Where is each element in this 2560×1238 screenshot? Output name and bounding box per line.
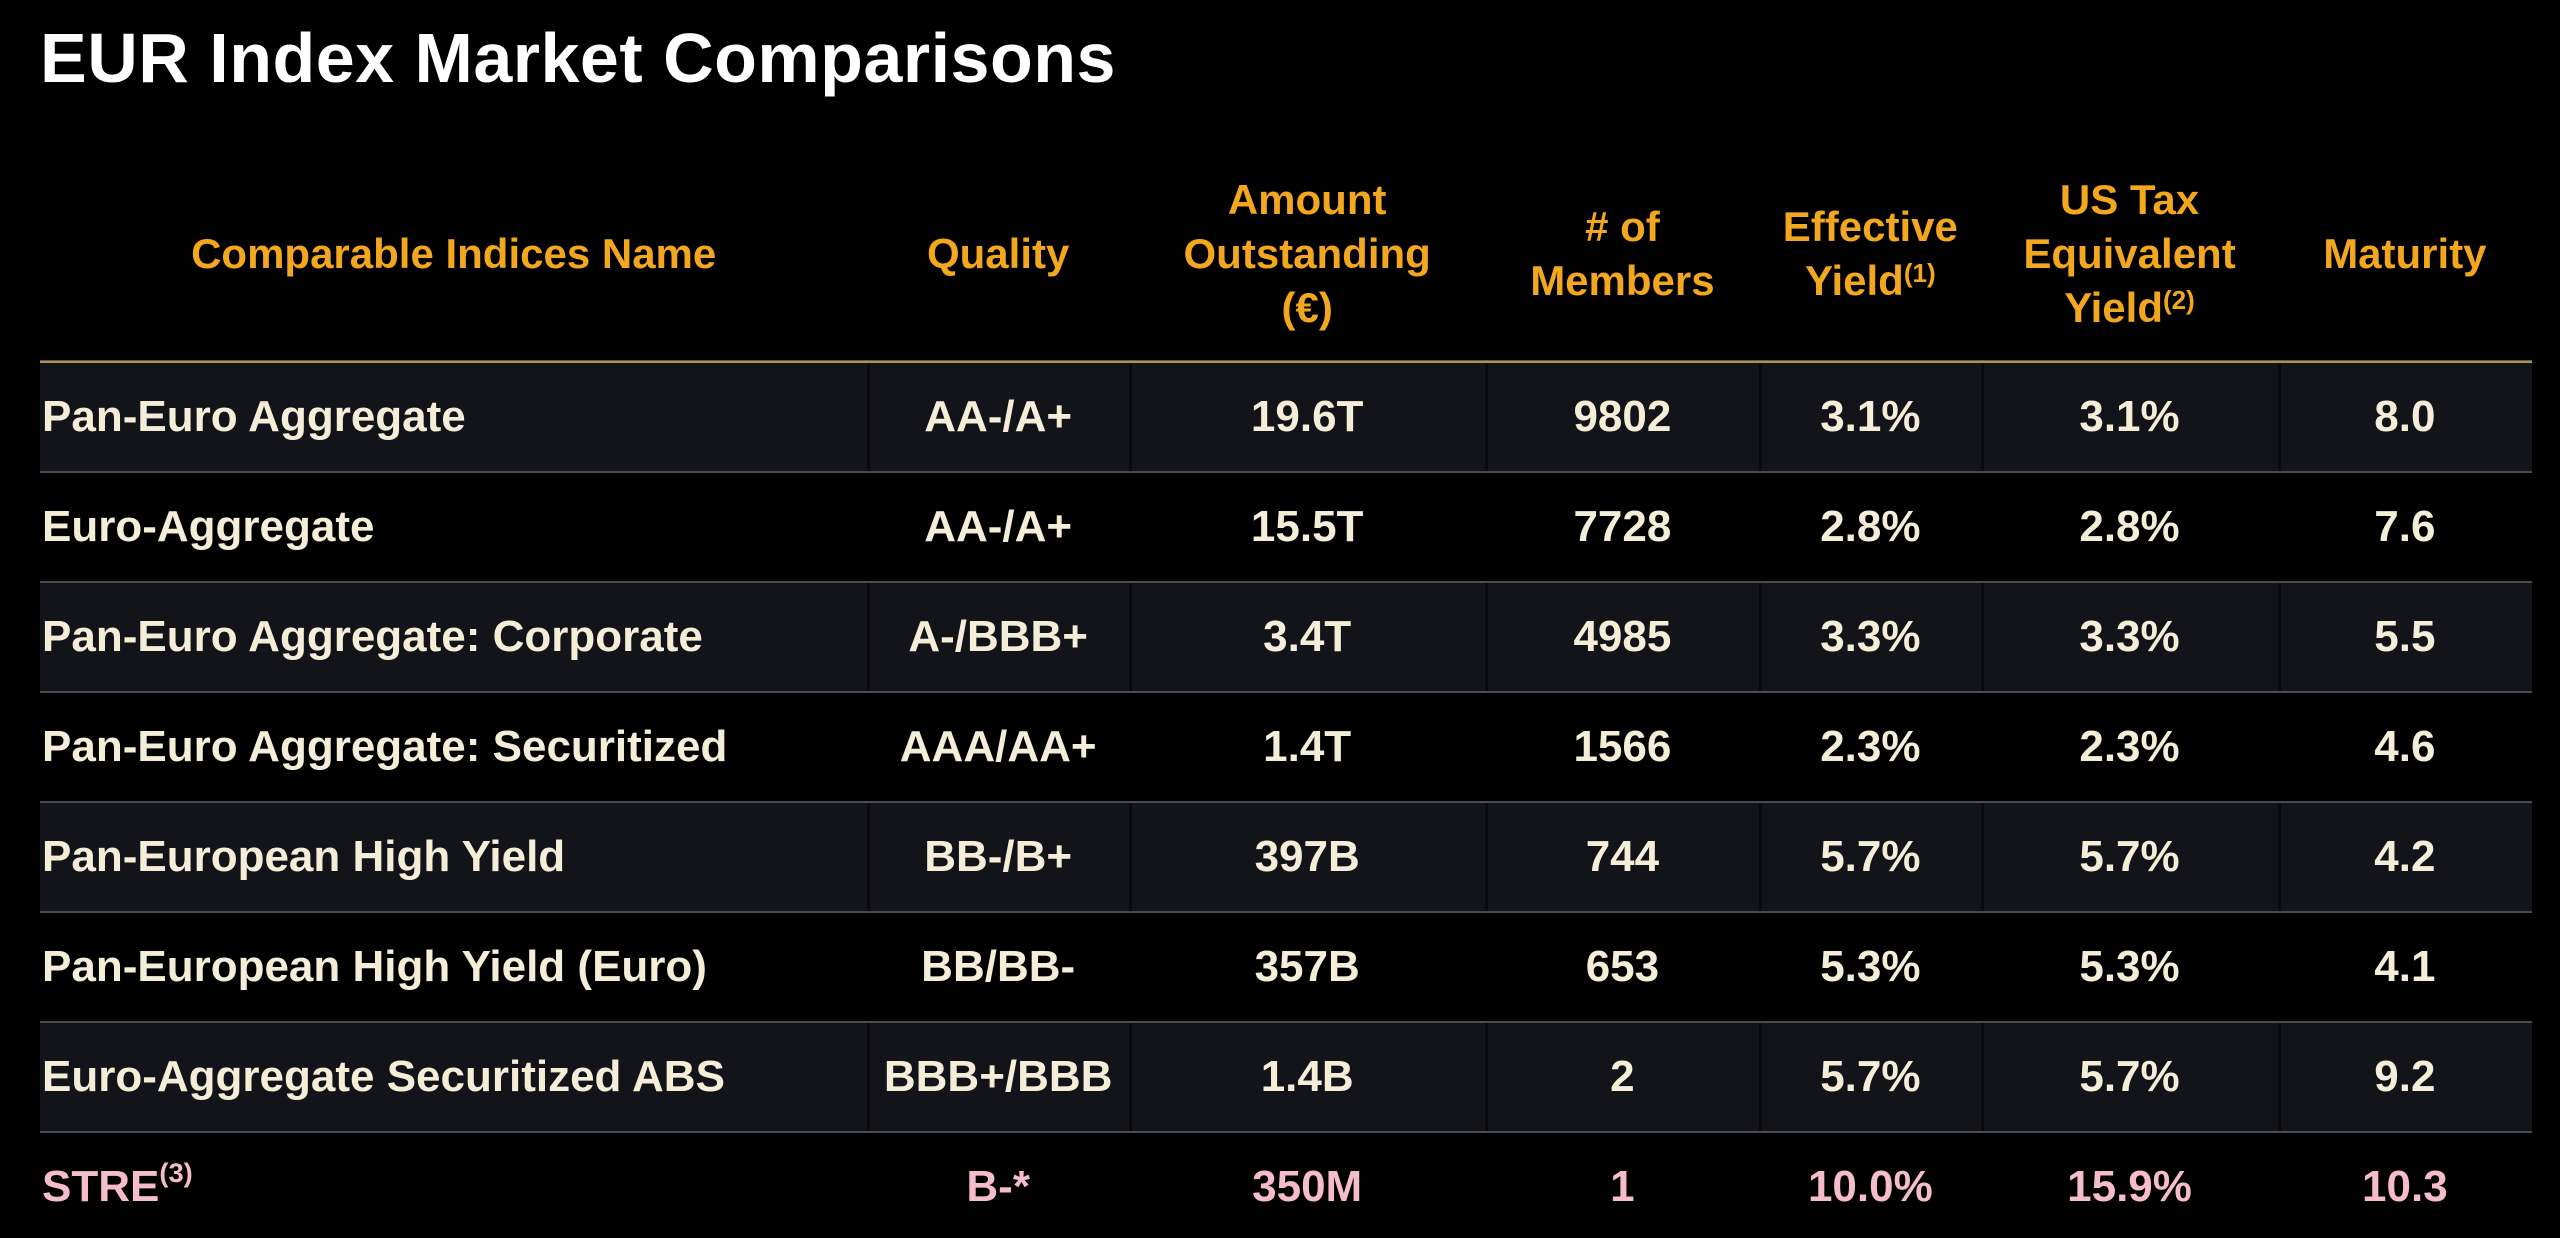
us-tax-equivalent-yield-value: 2.8% bbox=[2079, 502, 2180, 551]
effective-yield-value: 3.3% bbox=[1759, 583, 1981, 691]
members-value: 1 bbox=[1610, 1162, 1635, 1211]
amount-outstanding-value: 1.4T bbox=[1263, 722, 1352, 771]
index-name: STRE (3) bbox=[42, 1157, 193, 1211]
amount-outstanding-value: 3.4T bbox=[1129, 583, 1485, 691]
us-tax-equivalent-yield-value: 15.9% bbox=[2067, 1162, 2192, 1211]
column-header-quality: Quality bbox=[926, 230, 1070, 278]
table-row: Pan-European High Yield (Euro) BB/BB- 35… bbox=[40, 913, 2532, 1023]
quality-value: BB-/B+ bbox=[867, 803, 1129, 911]
column-header-amount-outstanding: Amount Outstanding (€) bbox=[1183, 176, 1431, 331]
page-title: EUR Index Market Comparisons bbox=[40, 19, 1116, 97]
index-name: Euro-Aggregate Securitized ABS bbox=[42, 1052, 725, 1101]
index-name: Pan-Euro Aggregate bbox=[42, 392, 466, 441]
effective-yield-value: 2.3% bbox=[1820, 722, 1921, 771]
us-tax-equivalent-yield-value: 5.3% bbox=[2079, 942, 2180, 991]
members-value: 2 bbox=[1485, 1023, 1759, 1131]
column-header-indices-name: Comparable Indices Name bbox=[191, 230, 717, 278]
members-value: 7728 bbox=[1573, 502, 1672, 551]
column-header-us-tax-equivalent-yield: US Tax Equivalent Yield(2) bbox=[2023, 176, 2236, 331]
us-tax-equivalent-yield-value: 3.1% bbox=[1981, 363, 2278, 471]
header-divider bbox=[40, 360, 2532, 363]
table-row: Pan-Euro Aggregate: Securitized AAA/AA+ … bbox=[40, 693, 2532, 803]
quality-value: AA-/A+ bbox=[924, 502, 1073, 551]
quality-value: BBB+/BBB bbox=[867, 1023, 1129, 1131]
us-tax-equivalent-yield-value: 5.7% bbox=[1981, 1023, 2278, 1131]
index-name: Pan-Euro Aggregate: Corporate bbox=[42, 612, 703, 661]
maturity-value: 9.2 bbox=[2278, 1023, 2532, 1131]
effective-yield-value: 2.8% bbox=[1820, 502, 1921, 551]
index-name: Pan-European High Yield bbox=[42, 832, 566, 881]
table-row: Pan-Euro Aggregate AA-/A+ 19.6T 9802 3.1… bbox=[40, 363, 2532, 473]
effective-yield-value: 5.7% bbox=[1759, 1023, 1981, 1131]
effective-yield-value: 5.7% bbox=[1759, 803, 1981, 911]
us-tax-equivalent-yield-value: 2.3% bbox=[2079, 722, 2180, 771]
table-row: Pan-European High Yield BB-/B+ 397B 744 … bbox=[40, 803, 2532, 913]
column-header-effective-yield: Effective Yield(1) bbox=[1782, 203, 1958, 304]
quality-value: AAA/AA+ bbox=[899, 722, 1097, 771]
maturity-value: 4.6 bbox=[2374, 722, 2436, 771]
table-row: Euro-Aggregate Securitized ABS BBB+/BBB … bbox=[40, 1023, 2532, 1133]
members-value: 4985 bbox=[1485, 583, 1759, 691]
column-header-maturity: Maturity bbox=[2323, 230, 2487, 278]
us-tax-equivalent-yield-value: 3.3% bbox=[1981, 583, 2278, 691]
amount-outstanding-value: 19.6T bbox=[1129, 363, 1485, 471]
index-name: Pan-Euro Aggregate: Securitized bbox=[42, 722, 728, 771]
effective-yield-value: 10.0% bbox=[1807, 1162, 1933, 1211]
amount-outstanding-value: 350M bbox=[1252, 1162, 1363, 1211]
maturity-value: 4.1 bbox=[2374, 942, 2436, 991]
maturity-value: 7.6 bbox=[2374, 502, 2436, 551]
maturity-value: 5.5 bbox=[2278, 583, 2532, 691]
us-tax-equivalent-yield-value: 5.7% bbox=[1981, 803, 2278, 911]
amount-outstanding-value: 397B bbox=[1129, 803, 1485, 911]
table-row: Pan-Euro Aggregate: Corporate A-/BBB+ 3.… bbox=[40, 583, 2532, 693]
maturity-value: 4.2 bbox=[2278, 803, 2532, 911]
index-name: Euro-Aggregate bbox=[42, 502, 375, 551]
quality-value: BB/BB- bbox=[921, 942, 1076, 991]
members-value: 744 bbox=[1485, 803, 1759, 911]
footnote-marker-1: (1) bbox=[1903, 257, 1936, 288]
column-header-members: # of Members bbox=[1530, 203, 1715, 304]
amount-outstanding-value: 1.4B bbox=[1129, 1023, 1485, 1131]
members-value: 9802 bbox=[1485, 363, 1759, 471]
members-value: 1566 bbox=[1573, 722, 1672, 771]
index-name: Pan-European High Yield (Euro) bbox=[42, 942, 707, 991]
table-row: Euro-Aggregate AA-/A+ 15.5T 7728 2.8% 2.… bbox=[40, 473, 2532, 583]
slide: EUR Index Market Comparisons Comparable … bbox=[0, 20, 2560, 1238]
maturity-value: 10.3 bbox=[2362, 1162, 2448, 1211]
footnote-marker-2: (2) bbox=[2163, 284, 2195, 315]
comparison-table: Comparable Indices Name Quality Amount O… bbox=[40, 148, 2532, 1238]
quality-value: AA-/A+ bbox=[867, 363, 1129, 471]
effective-yield-value: 3.1% bbox=[1759, 363, 1981, 471]
amount-outstanding-value: 15.5T bbox=[1250, 502, 1364, 551]
table-header-row: Comparable Indices Name Quality Amount O… bbox=[40, 148, 2532, 360]
maturity-value: 8.0 bbox=[2278, 363, 2532, 471]
effective-yield-value: 5.3% bbox=[1820, 942, 1921, 991]
members-value: 653 bbox=[1585, 942, 1660, 991]
amount-outstanding-value: 357B bbox=[1254, 942, 1360, 991]
table-row-highlight-stre: STRE (3) B-* 350M 1 10.0% 15.9% 10.3 bbox=[40, 1133, 2532, 1238]
footnote-marker-3: (3) bbox=[159, 1157, 193, 1189]
quality-value: B-* bbox=[966, 1162, 1030, 1211]
quality-value: A-/BBB+ bbox=[867, 583, 1129, 691]
